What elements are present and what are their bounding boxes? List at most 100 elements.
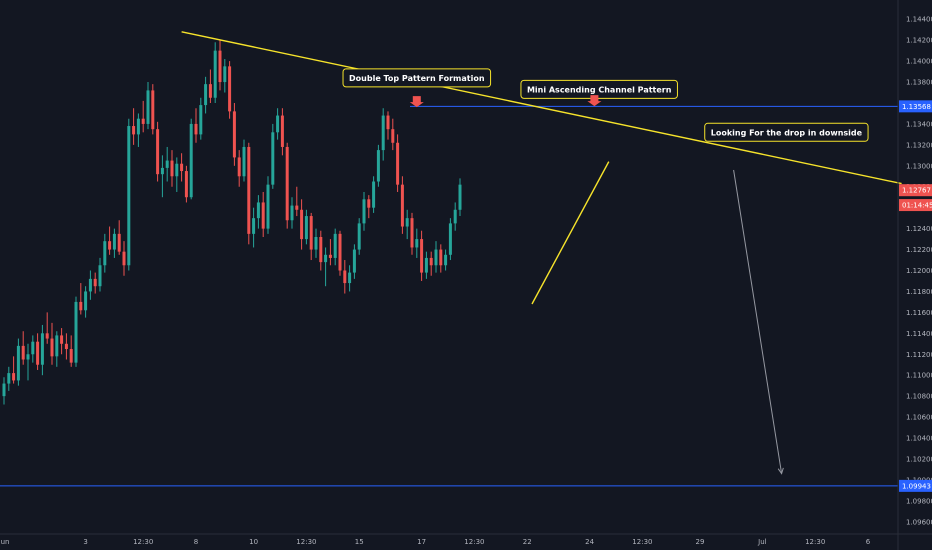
candle-body[interactable] bbox=[2, 383, 6, 397]
candle-body[interactable] bbox=[367, 199, 371, 208]
candle-body[interactable] bbox=[328, 254, 332, 258]
candle-body[interactable] bbox=[453, 209, 457, 224]
candle-body[interactable] bbox=[434, 249, 438, 266]
candle-body[interactable] bbox=[117, 233, 121, 252]
candle-body[interactable] bbox=[261, 202, 265, 229]
candle-body[interactable] bbox=[160, 167, 164, 175]
candle-body[interactable] bbox=[151, 90, 155, 130]
candle-body[interactable] bbox=[108, 241, 112, 250]
candle-body[interactable] bbox=[458, 184, 462, 210]
candle-body[interactable] bbox=[405, 218, 409, 227]
candle-body[interactable] bbox=[314, 236, 318, 250]
candle-body[interactable] bbox=[141, 118, 145, 124]
candle-body[interactable] bbox=[228, 66, 232, 112]
candle-body[interactable] bbox=[333, 233, 337, 258]
trendline[interactable] bbox=[531, 161, 610, 305]
candle-body[interactable] bbox=[424, 257, 428, 273]
candle-body[interactable] bbox=[237, 157, 241, 177]
candle-body[interactable] bbox=[400, 184, 404, 227]
candle-body[interactable] bbox=[194, 123, 198, 135]
candle-body[interactable] bbox=[362, 199, 366, 224]
candle-body[interactable] bbox=[16, 345, 20, 381]
candle-body[interactable] bbox=[112, 233, 116, 250]
candle-body[interactable] bbox=[300, 209, 304, 240]
price-tag-current[interactable] bbox=[899, 184, 932, 197]
candle-body[interactable] bbox=[348, 272, 352, 284]
candle-body[interactable] bbox=[439, 249, 443, 266]
candle-body[interactable] bbox=[88, 278, 92, 292]
candle-body[interactable] bbox=[252, 218, 256, 234]
candle-body[interactable] bbox=[352, 249, 356, 273]
trendline[interactable] bbox=[181, 31, 902, 185]
price-tag-level[interactable] bbox=[899, 479, 932, 492]
candle-body[interactable] bbox=[391, 129, 395, 143]
candle-body[interactable] bbox=[204, 84, 208, 106]
candle-body[interactable] bbox=[189, 123, 193, 198]
annotation-box-mini-channel[interactable] bbox=[520, 79, 678, 99]
candle-body[interactable] bbox=[55, 335, 59, 357]
candle-body[interactable] bbox=[376, 150, 380, 182]
candle-body[interactable] bbox=[64, 343, 68, 350]
candle-body[interactable] bbox=[232, 111, 236, 158]
candle-body[interactable] bbox=[165, 160, 169, 168]
candle-body[interactable] bbox=[343, 270, 347, 284]
candle-body[interactable] bbox=[127, 126, 131, 266]
candle-body[interactable] bbox=[180, 163, 184, 172]
candle-body[interactable] bbox=[7, 373, 11, 384]
candle-body[interactable] bbox=[448, 223, 452, 255]
candle-body[interactable] bbox=[103, 241, 107, 266]
candle-body[interactable] bbox=[285, 146, 289, 221]
candle-body[interactable] bbox=[213, 50, 217, 98]
candle-body[interactable] bbox=[93, 278, 97, 287]
candle-body[interactable] bbox=[271, 132, 275, 185]
candle-body[interactable] bbox=[295, 205, 299, 210]
candle-body[interactable] bbox=[304, 216, 308, 240]
annotation-box-drop[interactable] bbox=[704, 122, 869, 142]
candle-body[interactable] bbox=[98, 265, 102, 287]
candle-body[interactable] bbox=[218, 50, 222, 83]
candle-body[interactable] bbox=[60, 335, 64, 344]
candle-body[interactable] bbox=[429, 257, 433, 266]
candle-body[interactable] bbox=[50, 338, 54, 357]
candle-body[interactable] bbox=[79, 301, 83, 311]
candle-body[interactable] bbox=[21, 345, 25, 360]
candle-body[interactable] bbox=[208, 84, 212, 98]
candle-body[interactable] bbox=[290, 205, 294, 221]
candle-body[interactable] bbox=[74, 301, 78, 363]
candle-body[interactable] bbox=[132, 126, 136, 135]
candle-body[interactable] bbox=[357, 223, 361, 250]
candle-body[interactable] bbox=[276, 115, 280, 133]
candle-body[interactable] bbox=[338, 233, 342, 271]
candle-body[interactable] bbox=[122, 251, 126, 266]
candle-body[interactable] bbox=[242, 146, 246, 177]
candle-body[interactable] bbox=[280, 115, 284, 147]
candle-body[interactable] bbox=[420, 239, 424, 273]
candle-body[interactable] bbox=[136, 118, 140, 135]
candle-body[interactable] bbox=[170, 160, 174, 177]
candle-body[interactable] bbox=[199, 105, 203, 135]
candle-body[interactable] bbox=[84, 291, 88, 311]
candle-body[interactable] bbox=[309, 216, 313, 250]
candle-body[interactable] bbox=[146, 90, 150, 124]
candle-body[interactable] bbox=[184, 171, 188, 198]
candle-body[interactable] bbox=[156, 129, 160, 175]
candle-body[interactable] bbox=[45, 333, 49, 339]
candle-body[interactable] bbox=[12, 373, 16, 381]
candle-body[interactable] bbox=[410, 218, 414, 248]
annotation-box-double-top[interactable] bbox=[342, 68, 492, 88]
projection-arrow-line[interactable] bbox=[733, 169, 783, 474]
candle-body[interactable] bbox=[386, 115, 390, 130]
candle-body[interactable] bbox=[415, 239, 419, 248]
candle-body[interactable] bbox=[36, 341, 40, 365]
candle-body[interactable] bbox=[223, 66, 227, 83]
candle-body[interactable] bbox=[372, 181, 376, 208]
candle-body[interactable] bbox=[26, 354, 30, 360]
candle-body[interactable] bbox=[175, 163, 179, 177]
candle-body[interactable] bbox=[266, 184, 270, 229]
candle-body[interactable] bbox=[40, 333, 44, 365]
candle-body[interactable] bbox=[444, 254, 448, 266]
price-tag-countdown[interactable] bbox=[899, 199, 932, 212]
candle-body[interactable] bbox=[396, 142, 400, 185]
